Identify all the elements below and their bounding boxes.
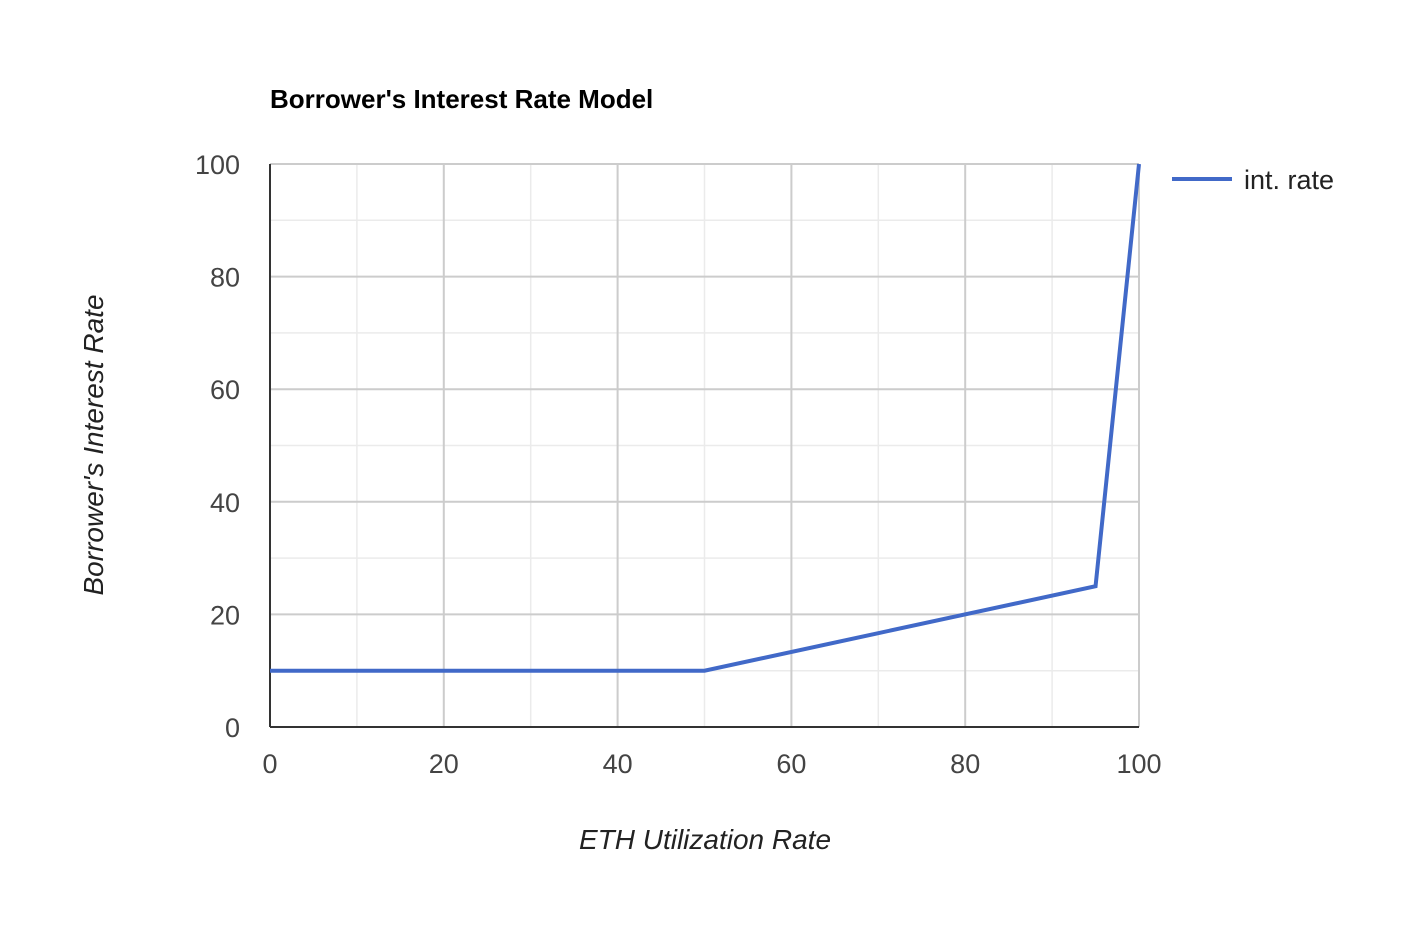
y-tick-label: 20 — [210, 600, 240, 630]
series-layer — [270, 163, 1141, 673]
data-point — [1139, 164, 1140, 165]
y-axis-ticks: 0 20 40 60 80 100 — [195, 150, 240, 743]
x-tick-label: 80 — [950, 749, 980, 779]
x-tick-label: 20 — [429, 749, 459, 779]
axes — [269, 164, 1139, 728]
series-line-int-rate — [270, 163, 1141, 673]
y-tick-label: 100 — [195, 150, 240, 180]
x-tick-label: 0 — [262, 749, 277, 779]
data-point — [270, 670, 271, 671]
minor-grid — [270, 164, 1139, 727]
legend: int. rate — [1172, 165, 1334, 195]
data-point — [704, 670, 705, 671]
y-axis-title: Borrower's Interest Rate — [78, 294, 109, 595]
x-tick-label: 60 — [776, 749, 806, 779]
y-tick-label: 0 — [225, 713, 240, 743]
x-tick-label: 40 — [603, 749, 633, 779]
y-tick-label: 80 — [210, 263, 240, 293]
data-point — [1095, 586, 1096, 587]
x-axis-title: ETH Utilization Rate — [579, 824, 831, 855]
legend-label: int. rate — [1244, 165, 1334, 195]
x-axis-ticks: 0 20 40 60 80 100 — [262, 749, 1161, 779]
y-tick-label: 60 — [210, 375, 240, 405]
x-tick-label: 100 — [1116, 749, 1161, 779]
major-grid — [270, 163, 1140, 727]
chart-title: Borrower's Interest Rate Model — [270, 84, 653, 114]
y-tick-label: 40 — [210, 488, 240, 518]
